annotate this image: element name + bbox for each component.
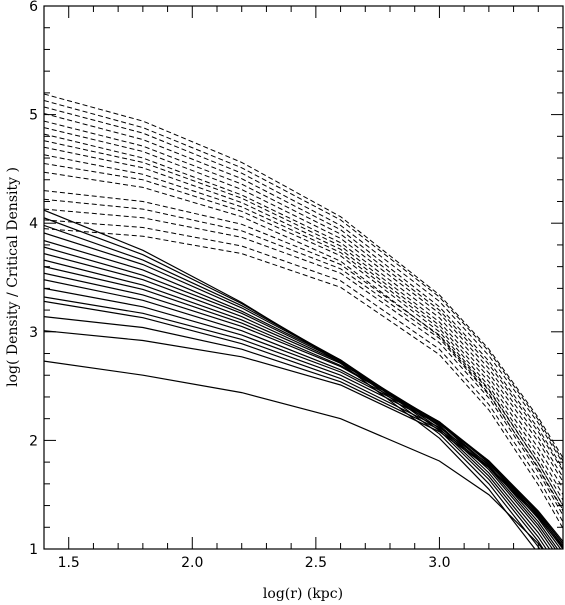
dashed-profile-line-15 [44, 219, 563, 523]
solid-profile-line-27 [44, 279, 563, 548]
solid-profile-line-19 [44, 224, 544, 549]
solid-profile-line-28 [44, 287, 563, 544]
y-axis-label: log( Density / Critical Density ) [5, 167, 21, 387]
dashed-profile-line-8 [44, 146, 563, 495]
solid-profile-line-18 [44, 217, 541, 549]
y-tick-label: 3 [29, 325, 38, 341]
dashed-profile-line-2 [44, 106, 563, 464]
dashed-profile-line-4 [44, 120, 563, 472]
dashed-profile-line-7 [44, 140, 563, 489]
y-tick-label: 4 [29, 216, 38, 232]
dashed-profile-line-6 [44, 133, 563, 482]
dashed-profile-line-3 [44, 113, 563, 469]
plot-frame [43, 5, 564, 550]
y-tick-label: 1 [29, 542, 38, 558]
solid-profile-line-29 [44, 296, 563, 542]
solid-profile-line-33 [44, 360, 544, 549]
dashed-profile-line-12 [44, 190, 563, 506]
solid-profile-line-31 [44, 316, 563, 547]
solid-profile-line-32 [44, 330, 563, 549]
solid-profile-line-23 [44, 253, 556, 549]
solid-profile-line-30 [44, 300, 563, 544]
y-tick-label: 6 [29, 0, 38, 15]
dashed-profile-line-9 [44, 154, 563, 501]
x-tick-label: 3.0 [428, 555, 450, 571]
dashed-profile-line-13 [44, 198, 563, 511]
dashed-profile-line-0 [44, 93, 563, 459]
dashed-profile-line-1 [44, 100, 563, 462]
y-tick-label: 5 [29, 108, 38, 124]
dashed-profile-line-16 [44, 228, 563, 529]
solid-profile-line-17 [44, 209, 536, 549]
curve-group [44, 93, 563, 549]
dashed-profile-line-5 [44, 127, 563, 478]
x-tick-label: 2.5 [305, 555, 327, 571]
x-axis-label: log(r) (kpc) [263, 586, 343, 602]
dashed-profile-line-14 [44, 208, 563, 516]
y-tick-label: 2 [29, 433, 38, 449]
x-tick-label: 2.0 [181, 555, 203, 571]
x-tick-label: 1.5 [58, 555, 80, 571]
tick-group: 1.5 2.0 2.5 3.0 1 2 3 4 5 6 [29, 0, 564, 571]
